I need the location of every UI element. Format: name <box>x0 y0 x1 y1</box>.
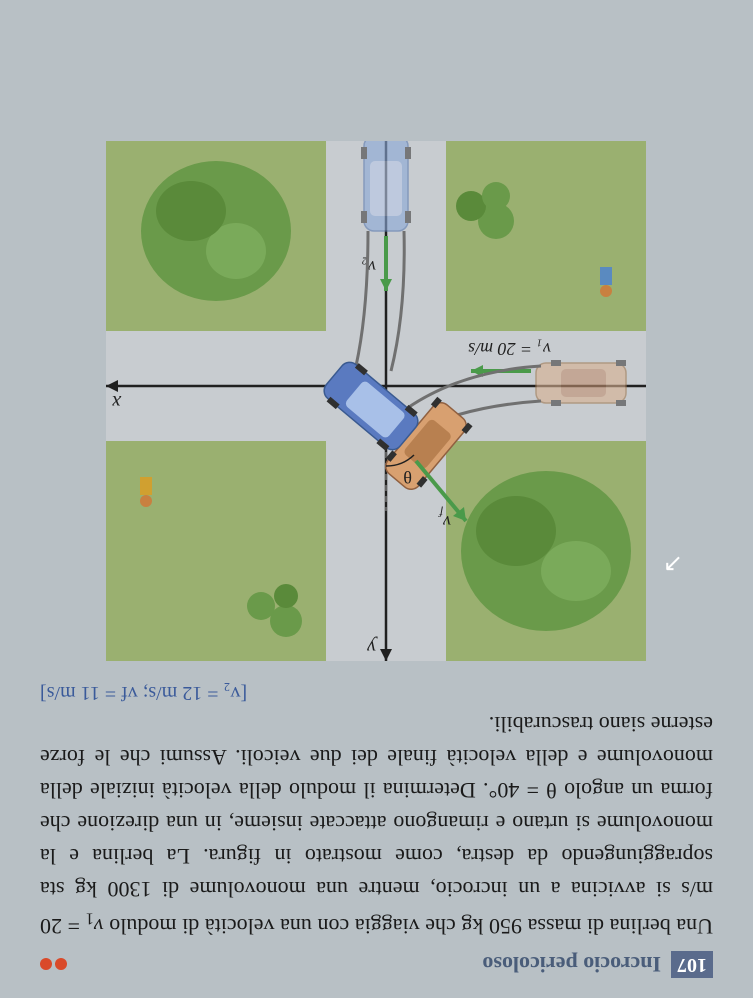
person-bl-body <box>601 267 613 285</box>
car2-incoming <box>362 141 412 231</box>
difficulty-dots <box>40 959 67 971</box>
cursor-icon: ↖ <box>663 549 683 578</box>
problem-header: 107 Incrocio pericoloso <box>40 951 713 978</box>
bush-tr-1 <box>271 605 303 637</box>
grass-bl <box>447 141 647 331</box>
bush-tr-3 <box>275 584 299 608</box>
dot-1 <box>55 959 67 971</box>
problem-number: 107 <box>671 951 713 978</box>
tree-tl-h1 <box>542 541 612 601</box>
bush-bl-3 <box>483 182 511 210</box>
x-label: x <box>113 391 123 413</box>
dot-2 <box>40 959 52 971</box>
theta-label: θ <box>404 467 413 487</box>
bush-bl-2 <box>457 191 487 221</box>
text-p1: Una berlina di massa 950 kg che viaggia … <box>104 914 713 939</box>
tree-br-h2 <box>157 181 227 241</box>
problem-title: Incrocio pericoloso <box>482 952 661 978</box>
v1-sub: 1 <box>86 910 94 929</box>
text-rest: = 20 m/s si avvicina a un incrocio, ment… <box>40 712 713 939</box>
answer-line: [v₂ = 12 m/s; vf = 11 m/s] <box>40 681 713 704</box>
figure: x y v₁ = 20 m/s v₂ <box>107 141 647 661</box>
figure-svg: x y v₁ = 20 m/s v₂ <box>107 141 647 661</box>
person-bl-head <box>601 285 613 297</box>
bush-tr-2 <box>248 592 276 620</box>
car1-incoming <box>537 360 627 406</box>
person-tr-body <box>141 477 153 495</box>
tree-tl-h2 <box>477 496 557 566</box>
person-tr-head <box>141 495 153 507</box>
v1-label: v₁ = 20 m/s <box>469 339 552 359</box>
problem-text: Una berlina di massa 950 kg che viaggia … <box>40 708 713 943</box>
v1-sym: v <box>94 914 104 939</box>
